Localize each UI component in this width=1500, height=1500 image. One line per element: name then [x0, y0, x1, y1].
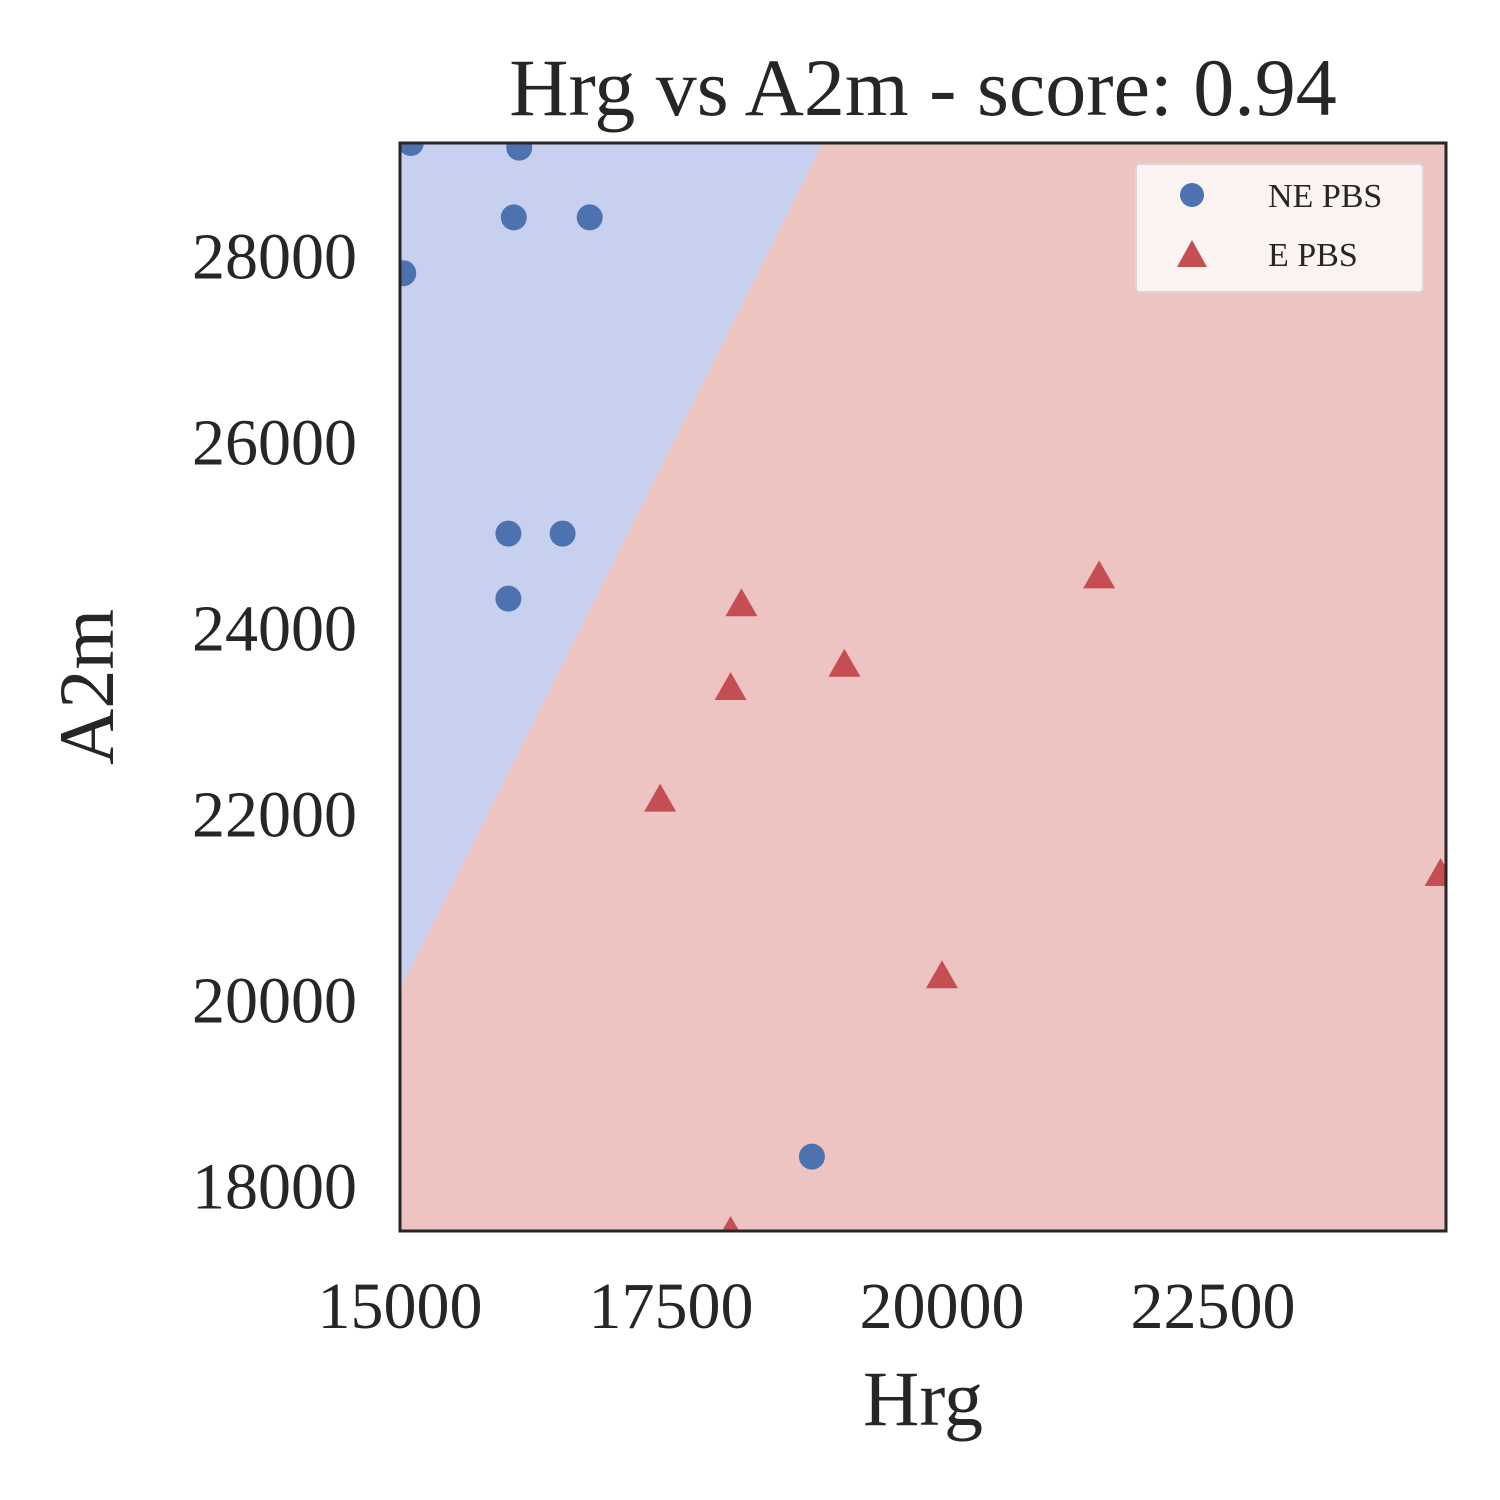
y-tick-label: 22000	[192, 779, 357, 852]
e-pbs-point	[644, 783, 677, 812]
y-tick-label: 20000	[192, 965, 357, 1038]
x-tick-labels: 15000 17500 20000 22500	[318, 1270, 1296, 1343]
ne-pbs-point	[549, 520, 576, 547]
e-pbs-point	[722, 1216, 740, 1231]
ne-pbs-point	[400, 260, 417, 287]
y-tick-label: 26000	[192, 407, 357, 480]
y-tick-label: 24000	[192, 593, 357, 666]
x-tick-label: 22500	[1130, 1270, 1295, 1343]
ne-pbs-point	[500, 204, 527, 231]
legend-label-e-pbs: E PBS	[1268, 237, 1358, 274]
ne-pbs-point	[495, 585, 522, 612]
e-pbs-point	[828, 648, 861, 677]
e-pbs-point	[1083, 560, 1116, 589]
legend: NE PBS E PBS	[1135, 163, 1424, 293]
x-tick-label: 20000	[859, 1270, 1024, 1343]
plot-frame	[398, 141, 1448, 1233]
ne-pbs-point	[576, 204, 603, 231]
region-e-pbs	[400, 143, 1446, 1231]
ne-pbs-point	[798, 1143, 825, 1170]
x-axis-label: Hrg	[863, 1355, 983, 1442]
points-layer	[400, 143, 1446, 1231]
legend-marker-e-pbs	[1177, 240, 1207, 267]
legend-marker-ne-pbs	[1180, 183, 1204, 207]
y-tick-labels: 18000 20000 22000 24000 26000 28000	[192, 221, 357, 1224]
legend-label-ne-pbs: NE PBS	[1268, 178, 1382, 215]
ne-pbs-point	[495, 520, 522, 547]
plot-area	[400, 143, 1446, 1231]
ne-pbs-point	[400, 143, 424, 156]
x-tick-label: 15000	[318, 1270, 483, 1343]
e-pbs-point	[925, 960, 958, 989]
e-pbs-point	[714, 672, 747, 700]
y-tick-label: 18000	[192, 1151, 357, 1224]
ne-pbs-point	[506, 143, 533, 161]
y-tick-label: 28000	[192, 221, 357, 294]
x-tick-label: 17500	[588, 1270, 753, 1343]
legend-box	[1135, 163, 1424, 293]
e-pbs-point	[1424, 857, 1446, 886]
e-pbs-point	[725, 588, 758, 617]
chart-title: Hrg vs A2m - score: 0.94	[509, 42, 1337, 133]
y-axis-label: A2m	[43, 609, 130, 765]
